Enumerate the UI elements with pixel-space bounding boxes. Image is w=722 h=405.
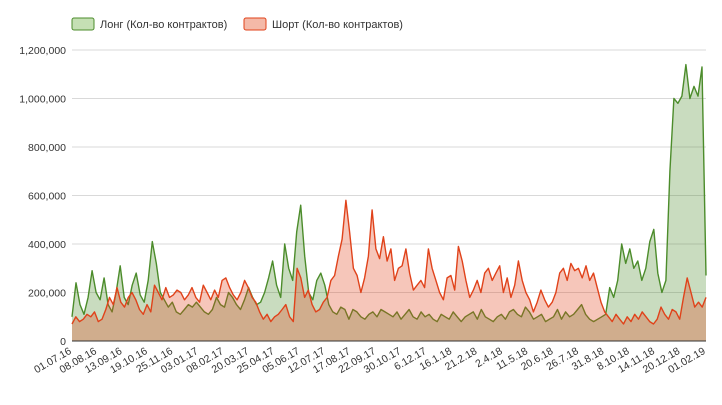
y-tick-label: 0 xyxy=(60,336,66,348)
legend: Лонг (Кол-во контрактов) Шорт (Кол-во ко… xyxy=(71,17,403,31)
y-tick-label: 1,000,000 xyxy=(19,94,66,106)
x-axis: 01.07.1608.08.1613.09.1619.10.1625.11.16… xyxy=(32,340,708,376)
grid xyxy=(72,49,706,293)
legend-swatch-short xyxy=(243,17,267,31)
series-line-short xyxy=(71,199,707,325)
y-tick-label: 400,000 xyxy=(28,239,66,251)
legend-label-short: Шорт (Кол-во контрактов) xyxy=(272,19,403,31)
y-tick-label: 600,000 xyxy=(28,191,66,203)
y-tick-label: 1,200,000 xyxy=(19,45,66,57)
y-tick-label: 800,000 xyxy=(28,142,66,154)
y-axis: 0 200,000 400,000 600,000 800,000 1,000,000 1,… xyxy=(19,45,66,348)
legend-swatch-long xyxy=(71,17,95,31)
y-tick-label: 200,000 xyxy=(28,288,66,300)
legend-label-long: Лонг (Кол-во контрактов) xyxy=(100,19,227,31)
series-line-long xyxy=(71,63,707,323)
plot-area xyxy=(71,63,707,341)
